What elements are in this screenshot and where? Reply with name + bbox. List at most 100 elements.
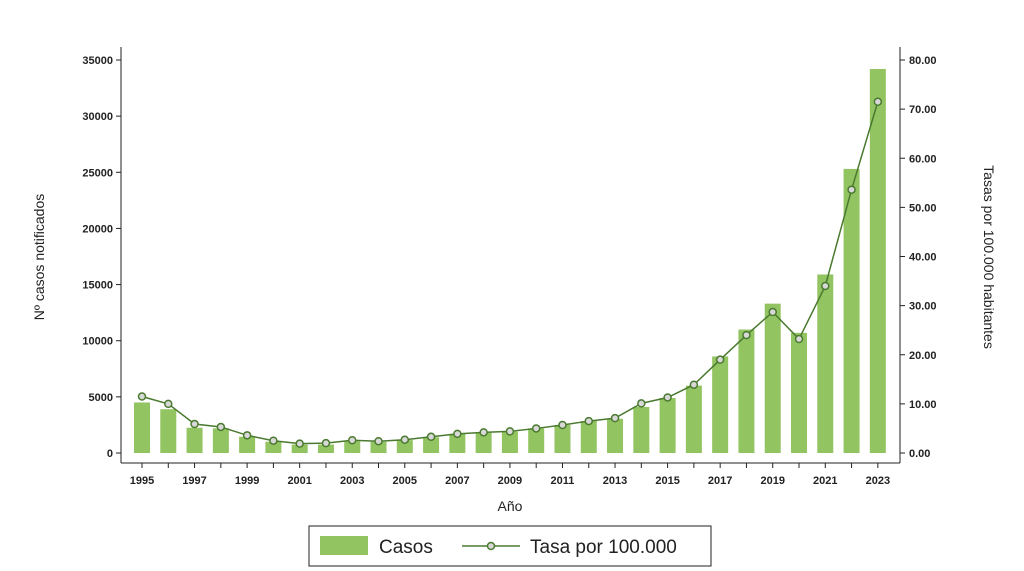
legend-marker-tasa — [486, 541, 496, 551]
point-tasa-2011 — [558, 420, 567, 430]
bar-casos-1996 — [160, 409, 177, 453]
y-right-tick-label: 20.00 — [909, 350, 937, 362]
point-tasa-2009 — [505, 427, 515, 436]
point-tasa-2012 — [584, 416, 594, 426]
bar-casos-2008 — [475, 432, 492, 453]
bar-casos-1995 — [134, 402, 150, 453]
x-tick-label: 2021 — [813, 475, 837, 487]
bar-casos-2007 — [449, 433, 466, 453]
bar-casos-2022 — [843, 168, 860, 453]
point-tasa-2018 — [742, 330, 751, 340]
point-tasa-2014 — [637, 399, 646, 408]
x-tick-label: 2005 — [393, 475, 417, 487]
y-right-tick-label: 40.00 — [909, 252, 937, 264]
point-tasa-2008 — [479, 428, 488, 437]
bar-casos-2014 — [633, 406, 650, 453]
x-tick-label: 1999 — [235, 475, 259, 487]
point-tasa-2003 — [347, 435, 357, 445]
bar-casos-2021 — [817, 274, 834, 453]
bar-casos-2003 — [344, 441, 361, 453]
bar-casos-2004 — [370, 441, 387, 453]
point-tasa-2001 — [295, 439, 304, 448]
y-right-tick-label: 80.00 — [909, 55, 937, 67]
bar-casos-2023 — [869, 68, 886, 454]
x-tick-label: 1997 — [182, 475, 206, 487]
point-tasa-2005 — [400, 435, 410, 444]
point-tasa-2016 — [689, 380, 699, 389]
x-tick-label: 2017 — [708, 475, 732, 487]
y-axis-left-title: Nº casos notificados — [31, 194, 47, 321]
bar-casos-2019 — [764, 303, 781, 453]
x-tick-label: 2001 — [287, 475, 311, 487]
x-tick-label: 2009 — [498, 475, 522, 487]
point-tasa-2004 — [374, 436, 383, 446]
point-tasa-2007 — [453, 429, 462, 439]
point-tasa-2006 — [426, 432, 436, 442]
legend-label-tasa: Tasa por 100.000 — [530, 537, 677, 558]
bar-casos-2000 — [265, 441, 282, 453]
point-tasa-1999 — [242, 431, 252, 440]
bar-casos-2005 — [396, 440, 413, 453]
bar-casos-1997 — [186, 427, 203, 453]
y-left-tick-label: 30000 — [82, 111, 113, 123]
y-axis-right-title: Tasas por 100.000 habitantes — [981, 165, 997, 349]
point-tasa-1995 — [137, 392, 147, 401]
y-left-tick-label: 5000 — [89, 392, 113, 404]
point-tasa-2000 — [269, 436, 278, 445]
point-tasa-2022 — [847, 185, 856, 194]
y-right-tick-label: 50.00 — [909, 202, 937, 214]
x-tick-label: 2023 — [866, 475, 890, 487]
point-tasa-2017 — [715, 355, 725, 364]
bar-casos-2001 — [291, 444, 308, 453]
y-left-tick-label: 25000 — [82, 167, 113, 179]
point-tasa-2023 — [873, 97, 883, 107]
y-right-tick-label: 30.00 — [909, 301, 937, 313]
legend-label-casos: Casos — [379, 537, 433, 558]
point-tasa-1996 — [164, 399, 173, 409]
y-right-tick-label: 70.00 — [909, 104, 937, 116]
bar-casos-2012 — [580, 420, 597, 453]
legend: Casos Tasa por 100.000 — [308, 525, 712, 567]
bar-casos-2011 — [554, 424, 571, 453]
x-tick-label: 2015 — [655, 475, 679, 487]
bar-casos-2017 — [712, 356, 729, 453]
bar-casos-2015 — [659, 397, 676, 453]
bar-casos-2018 — [738, 329, 755, 453]
point-tasa-2019 — [768, 307, 777, 317]
point-tasa-2010 — [531, 424, 541, 433]
bar-casos-2006 — [423, 437, 440, 453]
y-left-tick-label: 35000 — [82, 55, 113, 67]
point-tasa-2002 — [321, 438, 331, 448]
y-left-tick-label: 20000 — [82, 223, 113, 235]
point-tasa-2020 — [794, 334, 804, 344]
x-tick-label: 2007 — [445, 475, 469, 487]
bar-casos-2016 — [685, 385, 702, 453]
x-tick-label: 1995 — [130, 475, 154, 487]
y-left-tick-label: 0 — [107, 448, 113, 460]
x-tick-label: 2019 — [760, 475, 784, 487]
bar-casos-2002 — [317, 444, 334, 453]
bar-casos-2020 — [791, 332, 807, 453]
bar-casos-1999 — [239, 436, 256, 453]
y-right-tick-label: 0.00 — [909, 448, 930, 460]
y-left-tick-label: 15000 — [82, 280, 113, 292]
point-tasa-2013 — [610, 413, 620, 423]
x-tick-label: 2011 — [551, 475, 575, 487]
x-tick-label: 2003 — [340, 475, 364, 487]
bar-casos-2010 — [528, 428, 545, 453]
point-tasa-2021 — [821, 281, 830, 291]
y-right-tick-label: 60.00 — [909, 153, 937, 165]
point-tasa-2015 — [663, 393, 672, 402]
legend-swatch-casos — [320, 536, 368, 555]
x-axis-title: Año — [498, 498, 523, 514]
point-tasa-1998 — [216, 422, 226, 432]
y-right-tick-label: 10.00 — [909, 399, 937, 411]
bar-casos-2009 — [501, 431, 518, 453]
x-tick-label: 2013 — [603, 475, 627, 487]
bar-casos-2013 — [607, 418, 624, 453]
bar-casos-1998 — [212, 428, 229, 453]
y-left-tick-label: 10000 — [82, 336, 113, 348]
point-tasa-1997 — [190, 419, 199, 429]
